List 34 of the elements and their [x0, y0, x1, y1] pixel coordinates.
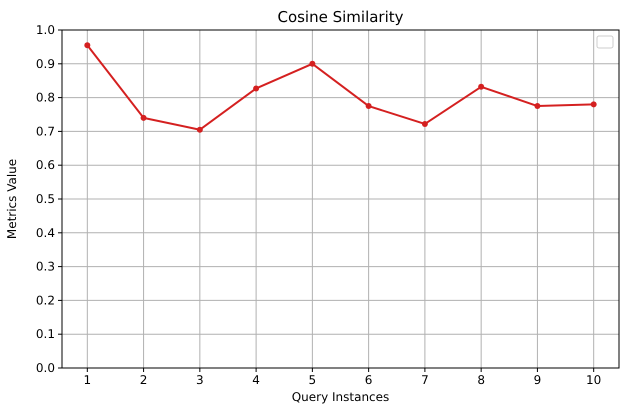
y-tick-label: 0.9 [36, 56, 55, 71]
y-tick-label: 0.3 [36, 260, 55, 274]
y-tick-label: 0.5 [36, 192, 55, 206]
y-tick-label: 0.1 [36, 327, 55, 342]
x-tick-label: 10 [586, 373, 602, 387]
point [478, 84, 484, 90]
point [196, 126, 203, 133]
y-tick-label: 0.4 [36, 226, 55, 240]
y-tick-label: 0.8 [36, 90, 55, 105]
y-axis-title: Metrics Value [5, 158, 19, 240]
point [366, 103, 372, 110]
chart-title: Cosine Similarity [277, 8, 404, 26]
x-tick-label: 5 [308, 373, 316, 387]
x-axis-title: Query Instances [292, 390, 390, 404]
x-tick-label: 1 [84, 373, 92, 387]
x-tick-label: 4 [252, 373, 260, 387]
x-tick-label: 2 [140, 373, 148, 387]
point [590, 101, 597, 108]
x-tick-label: 7 [421, 373, 429, 387]
point [534, 103, 540, 110]
y-tick-label: 0.6 [36, 158, 55, 172]
y-tick-label: 1.0 [36, 23, 55, 37]
point [140, 114, 147, 121]
point [253, 85, 260, 92]
y-tick-label: 0.7 [36, 124, 55, 138]
point [84, 42, 90, 48]
x-tick-label: 9 [534, 373, 542, 387]
x-tick-label: 8 [477, 373, 485, 387]
y-tick-label: 0.2 [36, 293, 55, 308]
point [309, 60, 316, 67]
x-tick-label: 3 [196, 373, 204, 387]
y-tick-label: 0.0 [36, 361, 55, 375]
x-tick-label: 6 [364, 373, 372, 387]
point [422, 120, 428, 127]
